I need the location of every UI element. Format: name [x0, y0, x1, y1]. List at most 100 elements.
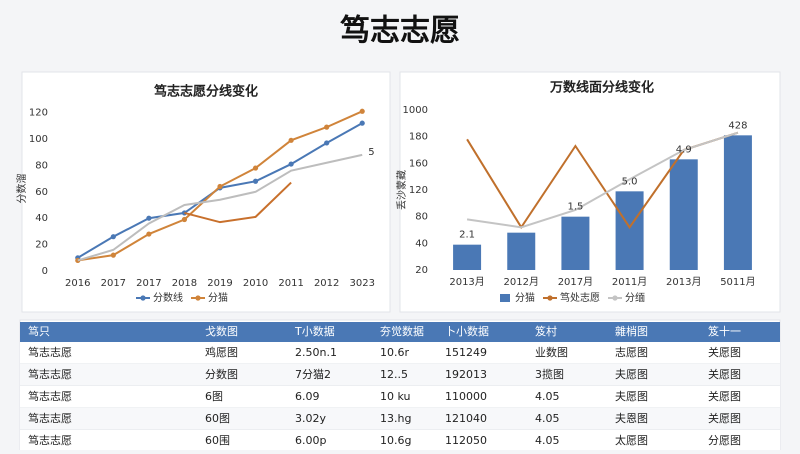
cell: 4.05	[535, 434, 560, 447]
table-row	[20, 342, 780, 364]
y-tick-label: 80	[35, 160, 48, 171]
x-tick-label: 2011	[278, 278, 303, 289]
header-cell: T小数据	[294, 324, 335, 338]
bar	[507, 232, 536, 270]
header-cell: 笈村	[535, 324, 557, 338]
data-label: 428	[728, 120, 747, 131]
legend-label: 笃处志愿	[560, 291, 600, 304]
x-tick-label: 2017	[101, 278, 126, 289]
x-tick-label: 2019	[207, 278, 232, 289]
legend-label: 分数线	[153, 291, 183, 304]
legend-swatch	[140, 295, 146, 301]
cell: 60图	[205, 412, 230, 425]
cell: 2.50n.1	[295, 346, 337, 359]
cell: 6图	[205, 390, 223, 403]
page-title: 笃志志愿	[340, 14, 460, 49]
data-label: 4.9	[676, 144, 692, 155]
y-tick-label: 40	[35, 213, 48, 224]
y-tick-label: 20	[35, 240, 48, 251]
legend-swatch	[547, 295, 553, 301]
cell: 笃志志愿	[28, 345, 72, 359]
y-tick-label: 160	[409, 158, 428, 169]
bar	[561, 216, 590, 270]
point	[252, 165, 259, 171]
point	[288, 137, 294, 143]
end-label: 5	[368, 147, 374, 158]
cell: 3.02y	[295, 412, 326, 425]
cell: 夫恩图	[615, 412, 648, 425]
x-tick-label: 2017月	[558, 276, 593, 288]
x-tick-label: 2012	[314, 278, 339, 289]
x-tick-label: 2012月	[504, 276, 539, 288]
table-row	[20, 408, 780, 430]
cell: 60围	[205, 434, 230, 447]
line	[77, 153, 363, 262]
cell: 10.6g	[380, 434, 411, 447]
cell: 6.00p	[295, 434, 326, 447]
point	[359, 108, 365, 114]
bar	[453, 244, 482, 270]
y-axis-label: 丢沙蒙藏	[395, 170, 408, 210]
chart-title: 笃志志愿分线变化	[153, 84, 258, 100]
cell: 121040	[445, 412, 487, 425]
cell: 夫愿图	[615, 368, 648, 381]
x-tick-label: 5011月	[720, 276, 755, 288]
cell: 鸡愿图	[205, 345, 238, 359]
legend-swatch	[500, 294, 510, 302]
table-header	[20, 322, 780, 342]
x-tick-label: 2018	[172, 278, 197, 289]
legend-label: 分猫	[208, 291, 228, 304]
table-row	[20, 386, 780, 408]
data-label: 5.0	[622, 176, 638, 187]
point	[110, 234, 116, 240]
header-cell: 笃只	[28, 324, 50, 338]
point	[110, 252, 116, 258]
y-tick-label: 0	[42, 266, 48, 277]
header-cell: 夯觉数据	[380, 324, 424, 338]
cell: 业数图	[535, 346, 568, 359]
cell: 110000	[445, 390, 487, 403]
panel	[21, 71, 391, 313]
line	[184, 181, 292, 224]
y-tick-label: 1000	[403, 105, 428, 116]
y-tick-label: 80	[415, 212, 428, 223]
cell: 12..5	[380, 368, 408, 381]
cell: 关愿图	[708, 411, 741, 425]
line	[466, 131, 739, 229]
y-tick-label: 20	[415, 265, 428, 276]
point	[217, 183, 223, 190]
cell: 3揽图	[535, 368, 564, 381]
legend-label: 分缅	[625, 291, 645, 304]
cell: 笃志志愿	[28, 389, 72, 403]
cell: 笃志志愿	[28, 411, 72, 425]
cell: 笃志志愿	[28, 367, 72, 381]
header-cell: 戈数图	[205, 325, 238, 338]
point	[288, 161, 294, 167]
chart-title: 万数线面分线变化	[549, 80, 654, 96]
cell: 192013	[445, 368, 487, 381]
bar	[669, 159, 698, 270]
cell: 志愿图	[615, 346, 648, 359]
bar	[723, 135, 752, 270]
cell: 151249	[445, 346, 487, 359]
cell: 关愿图	[708, 367, 741, 381]
x-tick-label: 2011月	[612, 276, 647, 288]
point	[324, 140, 330, 146]
data-label: 2.1	[459, 230, 475, 241]
y-tick-label: 40	[415, 238, 428, 249]
header-cell: 卜小数据	[445, 324, 489, 338]
cell: 10 ku	[380, 390, 411, 403]
legend-swatch	[612, 295, 618, 301]
cell: 分数图	[205, 368, 238, 381]
point	[181, 216, 188, 223]
cell: 4.05	[535, 390, 560, 403]
panel	[399, 71, 781, 313]
y-tick-label: 180	[409, 132, 428, 143]
table-row	[20, 430, 780, 452]
point	[146, 231, 152, 237]
x-tick-label: 2017	[136, 278, 161, 289]
x-tick-label: 3023	[349, 278, 374, 289]
cell: 太愿图	[615, 434, 648, 447]
cell: 112050	[445, 434, 487, 447]
